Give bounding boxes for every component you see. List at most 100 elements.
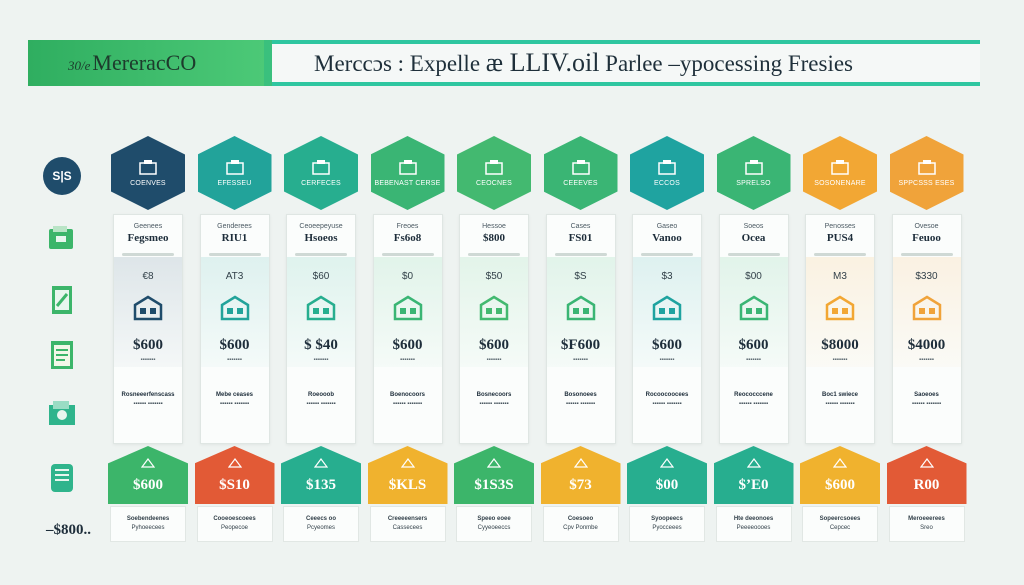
card-subtitle: Hessoe bbox=[482, 223, 506, 230]
pricing-column-7[interactable]: eccos Gaseo Vanoo $3 $600 ▪▪▪▪▪▪▪ Rocooc… bbox=[627, 136, 707, 546]
card-small-value: $0 bbox=[401, 271, 414, 282]
title-right: Parlee –ypocessing Fresies bbox=[605, 51, 854, 76]
card-name: Feuoo bbox=[912, 232, 941, 244]
card-tint bbox=[719, 257, 788, 367]
card-price-note: ▪▪▪▪▪▪▪ bbox=[313, 357, 329, 363]
card-name: Fegsmeo bbox=[127, 232, 169, 244]
brand-text: MereracCO bbox=[92, 50, 197, 75]
column-header-hexagon: bebenast cerse bbox=[370, 136, 445, 210]
card-small-value: $3 bbox=[661, 271, 673, 282]
column-category-label: eccos bbox=[654, 180, 680, 187]
footer-title: Coesoeo bbox=[567, 516, 594, 522]
column-header-hexagon: sosonenare bbox=[803, 136, 877, 210]
card-small-value: $S bbox=[574, 271, 587, 282]
card-tint bbox=[373, 257, 442, 367]
column-category-label: ceocnes bbox=[475, 180, 513, 187]
card-price: $600 bbox=[133, 337, 163, 353]
footer-text: Sreo bbox=[920, 525, 933, 531]
footer-title: Soebendeenes bbox=[126, 516, 170, 522]
card-description: Roeooob ▪▪▪▪▪▪ ▪▪▪▪▪▪▪ bbox=[291, 391, 351, 409]
pricing-column-10[interactable]: sppcsss eses Ovesoe Feuoo $330 $4000 ▪▪▪… bbox=[886, 136, 967, 546]
footer-title: Syoopeecs bbox=[651, 516, 683, 522]
divider bbox=[468, 253, 520, 256]
money-folder-icon bbox=[42, 394, 82, 434]
pricing-card: Geenees Fegsmeo €8 $600 ▪▪▪▪▪▪▪ Rosneeer… bbox=[113, 214, 183, 444]
tag-price: $73 bbox=[569, 477, 592, 493]
tag-icon bbox=[227, 458, 242, 468]
pricing-column-8[interactable]: sprelso Soeos Ocea $00 $600 ▪▪▪▪▪▪▪ Reoc… bbox=[713, 136, 794, 546]
pricing-column-2[interactable]: efesseu Genderees RIU1 AT3 $600 ▪▪▪▪▪▪▪ … bbox=[194, 136, 275, 546]
divider bbox=[727, 253, 780, 256]
card-price: $4000 bbox=[907, 337, 946, 353]
card-description-title: Boc1 swiece bbox=[821, 392, 859, 398]
pricing-column-3[interactable]: cerfeces Ceoeepeyuse Hsoeos $60 $ $40 ▪▪… bbox=[281, 136, 361, 546]
price-tag-pentagon: $’E0 bbox=[713, 446, 794, 504]
pricing-column-6[interactable]: ceeeves Cases FS01 $S $F600 ▪▪▪▪▪▪▪ Boso… bbox=[540, 136, 621, 546]
card-name: Fs6o8 bbox=[393, 232, 422, 244]
building-icon bbox=[912, 295, 941, 321]
footer-text: Pyocceees bbox=[652, 525, 682, 531]
footer-title: Creeeeensers bbox=[387, 516, 428, 522]
column-category-label: cerfeces bbox=[301, 180, 341, 187]
card-description: Saoeoes ▪▪▪▪▪▪ ▪▪▪▪▪▪▪ bbox=[897, 391, 957, 409]
title-mid: æ LLIV.oil bbox=[485, 48, 600, 77]
pricing-card: Gaseo Vanoo $3 $600 ▪▪▪▪▪▪▪ Rocoocoocees… bbox=[632, 214, 702, 444]
card-description-text: ▪▪▪▪▪▪ ▪▪▪▪▪▪▪ bbox=[219, 401, 250, 407]
card-name: Hsoeos bbox=[304, 232, 338, 244]
card-description-text: ▪▪▪▪▪▪ ▪▪▪▪▪▪▪ bbox=[565, 401, 596, 407]
card-price-note: ▪▪▪▪▪▪▪ bbox=[573, 357, 588, 363]
price-tag-pentagon: $73 bbox=[540, 446, 621, 504]
column-header-hexagon: sprelso bbox=[716, 136, 791, 210]
divider bbox=[900, 253, 953, 256]
left-price: –$800.. bbox=[46, 522, 91, 538]
card-name: $800 bbox=[483, 232, 505, 244]
card-tint bbox=[287, 257, 355, 367]
card-tint bbox=[546, 257, 615, 367]
footer-text: Peopecoe bbox=[220, 525, 249, 531]
card-subtitle: Ovesoe bbox=[914, 223, 939, 230]
card-tint bbox=[200, 257, 269, 367]
pricing-column-9[interactable]: sosonenare Penosses PUS4 M3 $8000 ▪▪▪▪▪▪… bbox=[800, 136, 880, 546]
tag-price: $600 bbox=[133, 477, 163, 493]
card-subtitle: Penosses bbox=[824, 223, 856, 230]
column-header-hexagon: ceeeves bbox=[543, 136, 618, 210]
card-description-text: ▪▪▪▪▪▪ ▪▪▪▪▪▪▪ bbox=[392, 401, 423, 407]
pricing-card: Penosses PUS4 M3 $8000 ▪▪▪▪▪▪▪ Boc1 swie… bbox=[805, 214, 875, 444]
card-tint bbox=[633, 257, 701, 367]
category-icon bbox=[139, 160, 157, 175]
column-footer: Meroeeerees Sreo bbox=[888, 506, 965, 542]
column-footer: Sopeercsoees Cepcec bbox=[802, 506, 878, 542]
card-description-text: ▪▪▪▪▪▪ ▪▪▪▪▪▪▪ bbox=[738, 401, 769, 407]
column-footer: Coesoeo Cpv Ponmbe bbox=[542, 506, 619, 542]
pricing-card: Soeos Ocea $00 $600 ▪▪▪▪▪▪▪ Reococccene … bbox=[718, 214, 789, 444]
tag-icon bbox=[487, 458, 501, 468]
column-footer: Creeeeensers Cassecees bbox=[369, 506, 446, 542]
divider bbox=[641, 253, 693, 256]
card-description-title: Reococccene bbox=[734, 392, 773, 398]
column-footer: Syoopeecs Pyocceees bbox=[629, 506, 705, 542]
footer-text: Peeeeoooes bbox=[736, 525, 771, 531]
pricing-column-1[interactable]: coenves Geenees Fegsmeo €8 $600 ▪▪▪▪▪▪▪ … bbox=[108, 136, 188, 546]
card-small-value: $330 bbox=[915, 271, 938, 282]
card-description-title: Mebe ceases bbox=[215, 392, 254, 398]
brand-name: 30/eMereracCO bbox=[68, 50, 196, 76]
tag-price: $’E0 bbox=[738, 477, 769, 493]
category-icon bbox=[744, 160, 763, 175]
pricing-column-5[interactable]: ceocnes Hessoe $800 $50 $600 ▪▪▪▪▪▪▪ Bos… bbox=[454, 136, 534, 546]
card-description: Bosonoees ▪▪▪▪▪▪ ▪▪▪▪▪▪▪ bbox=[551, 391, 611, 409]
price-tag-pentagon: $135 bbox=[281, 446, 361, 504]
card-small-value: M3 bbox=[833, 271, 847, 282]
notepad-icon bbox=[42, 335, 82, 375]
category-icon bbox=[225, 160, 244, 175]
card-price: $600 bbox=[479, 337, 509, 353]
pricing-column-4[interactable]: bebenast cerse Freoes Fs6o8 $0 $600 ▪▪▪▪… bbox=[367, 136, 448, 546]
card-name: PUS4 bbox=[826, 232, 854, 244]
card-subtitle: Genderees bbox=[217, 223, 252, 230]
footer-text: Cpv Ponmbe bbox=[563, 525, 598, 531]
price-tag-pentagon: $600 bbox=[108, 446, 188, 504]
price-tag-pentagon: $S10 bbox=[194, 446, 275, 504]
price-tag-pentagon: R00 bbox=[886, 446, 967, 504]
card-description: Reococccene ▪▪▪▪▪▪ ▪▪▪▪▪▪▪ bbox=[724, 391, 784, 409]
wallet-icon bbox=[42, 218, 82, 258]
column-header-hexagon: cerfeces bbox=[284, 136, 358, 210]
